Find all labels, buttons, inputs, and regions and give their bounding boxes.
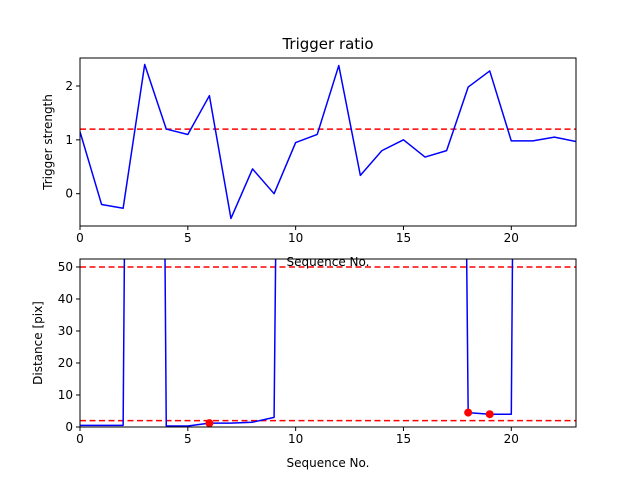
y-tick-label: 20 [58, 356, 73, 370]
axes-frame [79, 258, 577, 428]
y-tick-label: 2 [65, 79, 73, 93]
y-tick-label: 1 [65, 133, 73, 147]
x-tick-label: 0 [76, 432, 84, 446]
data-point [464, 408, 473, 417]
y-tick-label: 30 [58, 324, 73, 338]
y-tick-label: 40 [58, 292, 73, 306]
axes-frame [79, 57, 577, 227]
y-tick-label: 0 [65, 420, 73, 434]
chart-title: Trigger ratio [281, 35, 373, 53]
x-axis-label: Sequence No. [287, 456, 370, 470]
y-tick-label: 0 [65, 187, 73, 201]
data-point [205, 419, 214, 427]
y-tick-label: 50 [58, 260, 73, 274]
x-tick-label: 5 [184, 432, 192, 446]
plot-content [80, 259, 576, 427]
x-tick-label: 15 [396, 432, 411, 446]
x-tick-label: 15 [396, 231, 411, 245]
y-tick-label: 10 [58, 388, 73, 402]
x-tick-label: 20 [504, 231, 519, 245]
x-tick-label: 5 [184, 231, 192, 245]
plot-content [80, 63, 576, 220]
x-tick-label: 10 [288, 432, 303, 446]
x-tick-label: 10 [288, 231, 303, 245]
y-axis-label: Distance [pix] [31, 301, 45, 385]
y-axis-label: Trigger strength [41, 94, 55, 191]
plot-area: 0 5 10 15 20 0 10 20 30 40 50 [58, 258, 577, 446]
x-tick-label: 20 [504, 432, 519, 446]
distance-chart: Distance [pix] Sequence No. 0 5 10 15 20 0 10 2… [31, 258, 577, 470]
plot-area: 0 5 10 15 20 0 1 2 [65, 57, 577, 245]
x-tick-label: 0 [76, 231, 84, 245]
data-point [485, 410, 494, 419]
trigger-ratio-chart: Trigger ratio Trigger strength Sequence … [41, 35, 577, 269]
series-line [80, 63, 576, 220]
